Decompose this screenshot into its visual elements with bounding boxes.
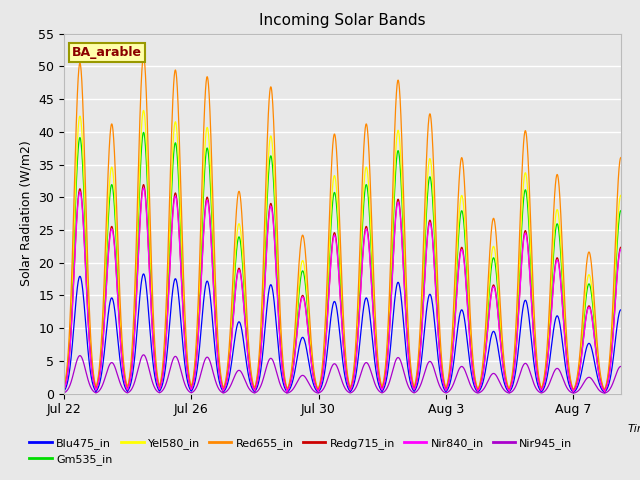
Nir840_in <box>601 389 609 395</box>
Nir840_in <box>177 255 184 261</box>
Yel580_in <box>323 300 331 305</box>
Blu475_in <box>601 390 609 396</box>
Gm535_in <box>140 130 147 135</box>
Redg715_in <box>574 378 582 384</box>
Redg715_in <box>617 244 625 250</box>
Blu475_in <box>140 271 147 277</box>
Gm535_in <box>390 191 398 196</box>
Y-axis label: Solar Radiation (W/m2): Solar Radiation (W/m2) <box>20 141 33 287</box>
Nir840_in <box>140 185 147 191</box>
Redg715_in <box>601 389 609 395</box>
Gm535_in <box>60 385 68 391</box>
Line: Gm535_in: Gm535_in <box>64 132 621 391</box>
Nir840_in <box>574 378 582 384</box>
Nir945_in <box>601 390 609 396</box>
Nir840_in <box>323 324 331 330</box>
Red655_in <box>140 54 147 60</box>
Blu475_in <box>414 380 422 385</box>
Red655_in <box>601 388 609 394</box>
Nir945_in <box>574 388 582 394</box>
Gm535_in <box>617 208 625 214</box>
Nir945_in <box>323 378 331 384</box>
Redg715_in <box>262 268 269 274</box>
Nir840_in <box>60 386 68 392</box>
Yel580_in <box>140 108 147 113</box>
Yel580_in <box>262 224 269 230</box>
Gm535_in <box>177 218 184 224</box>
Gm535_in <box>574 374 582 380</box>
Gm535_in <box>414 367 422 372</box>
Blu475_in <box>60 388 68 394</box>
Line: Yel580_in: Yel580_in <box>64 110 621 391</box>
Yel580_in <box>574 373 582 379</box>
Line: Redg715_in: Redg715_in <box>64 185 621 392</box>
Red655_in <box>262 192 269 198</box>
Nir945_in <box>177 365 184 371</box>
Blu475_in <box>574 383 582 389</box>
Redg715_in <box>414 372 422 377</box>
Blu475_in <box>617 307 625 312</box>
Red655_in <box>617 155 625 160</box>
Nir840_in <box>262 270 269 276</box>
Blu475_in <box>323 352 331 358</box>
Redg715_in <box>390 230 398 236</box>
Yel580_in <box>414 364 422 370</box>
Yel580_in <box>60 385 68 391</box>
Redg715_in <box>177 253 184 259</box>
Nir945_in <box>390 361 398 367</box>
Red655_in <box>323 282 331 288</box>
Nir840_in <box>617 247 625 252</box>
Line: Red655_in: Red655_in <box>64 57 621 391</box>
Gm535_in <box>323 307 331 312</box>
Nir840_in <box>414 372 422 377</box>
Nir945_in <box>60 390 68 396</box>
Text: Time: Time <box>628 424 640 434</box>
Yel580_in <box>601 388 609 394</box>
Blu475_in <box>262 320 269 326</box>
Red655_in <box>390 132 398 138</box>
Nir945_in <box>414 387 422 393</box>
Redg715_in <box>323 324 331 329</box>
Line: Blu475_in: Blu475_in <box>64 274 621 393</box>
Blu475_in <box>390 299 398 305</box>
Red655_in <box>60 384 68 389</box>
Line: Nir945_in: Nir945_in <box>64 355 621 393</box>
Nir945_in <box>140 352 147 358</box>
Yel580_in <box>177 204 184 210</box>
Nir945_in <box>262 368 269 374</box>
Yel580_in <box>617 192 625 198</box>
Nir945_in <box>617 363 625 369</box>
Title: Incoming Solar Bands: Incoming Solar Bands <box>259 13 426 28</box>
Redg715_in <box>60 386 68 392</box>
Legend: Blu475_in, Gm535_in, Yel580_in, Red655_in, Redg715_in, Nir840_in, Nir945_in: Blu475_in, Gm535_in, Yel580_in, Red655_i… <box>25 433 577 469</box>
Text: BA_arable: BA_arable <box>72 46 142 59</box>
Red655_in <box>574 370 582 375</box>
Redg715_in <box>140 182 147 188</box>
Nir840_in <box>390 233 398 239</box>
Red655_in <box>414 360 422 365</box>
Line: Nir840_in: Nir840_in <box>64 188 621 392</box>
Red655_in <box>177 168 184 174</box>
Blu475_in <box>177 312 184 318</box>
Gm535_in <box>601 388 609 394</box>
Gm535_in <box>262 237 269 243</box>
Yel580_in <box>390 174 398 180</box>
